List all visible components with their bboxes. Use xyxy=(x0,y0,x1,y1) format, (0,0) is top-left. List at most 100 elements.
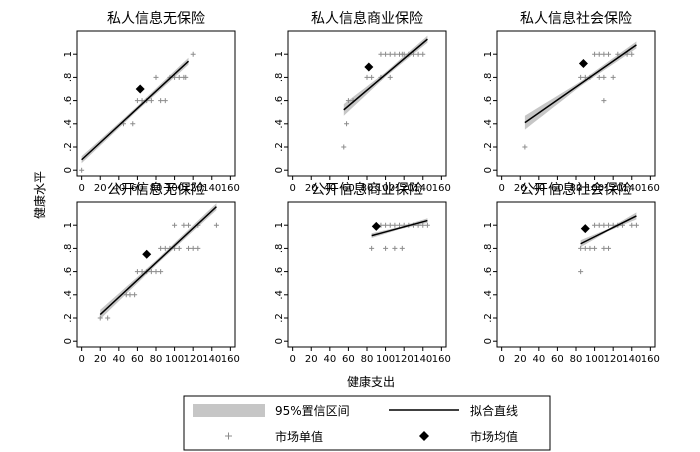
y-tick-label: .8 xyxy=(274,73,285,83)
x-tick-label: 140 xyxy=(202,354,221,365)
market-point xyxy=(624,51,630,57)
x-tick-label: 60 xyxy=(551,183,564,194)
panel-3: 私人信息社会保险 0 .2 .4 .6 .8 1 0 20 40 60 80 100 120 140 160 xyxy=(483,10,660,194)
market-point xyxy=(601,74,607,80)
fit-line xyxy=(524,44,637,124)
market-point xyxy=(629,222,635,228)
x-tick-label: 140 xyxy=(413,354,432,365)
market-point xyxy=(105,315,111,321)
x-tick-label: 140 xyxy=(202,183,221,194)
market-point xyxy=(148,98,154,104)
y-tick-label: .4 xyxy=(483,119,494,129)
market-point xyxy=(172,245,178,251)
market-point xyxy=(127,292,133,298)
market-point xyxy=(610,74,616,80)
panel-1: 私人信息无保险 0 .2 .4 .6 .8 1 0 20 40 60 80 100 120 140 160 xyxy=(63,10,240,194)
x-tick-label: 140 xyxy=(622,354,641,365)
y-tick-label: 1 xyxy=(483,51,494,57)
x-tick-label: 120 xyxy=(604,183,623,194)
market-point xyxy=(158,269,164,275)
market-point xyxy=(158,98,164,104)
x-tick-label: 60 xyxy=(131,183,144,194)
market-point xyxy=(578,269,584,275)
market-point xyxy=(195,245,201,251)
market-point xyxy=(387,222,393,228)
legend-mean-swatch xyxy=(419,431,429,441)
market-point xyxy=(158,245,164,251)
market-point xyxy=(522,144,528,150)
y-tick-label: .4 xyxy=(63,290,74,300)
market-point xyxy=(364,74,370,80)
x-tick-label: 80 xyxy=(361,183,374,194)
y-tick-label: 1 xyxy=(63,222,74,228)
y-tick-label: 0 xyxy=(483,338,494,344)
market-point xyxy=(410,51,416,57)
market-point xyxy=(172,74,178,80)
market-point xyxy=(213,222,219,228)
y-tick-label: 0 xyxy=(274,338,285,344)
market-point xyxy=(387,51,393,57)
y-tick-label: 0 xyxy=(63,338,74,344)
x-tick-label: 140 xyxy=(622,183,641,194)
x-tick-label: 20 xyxy=(94,183,107,194)
market-point xyxy=(153,74,159,80)
market-point xyxy=(153,269,159,275)
x-tick-label: 40 xyxy=(112,183,125,194)
y-tick-label: 0 xyxy=(483,167,494,173)
market-point xyxy=(369,74,375,80)
y-tick-label: .4 xyxy=(274,290,285,300)
panel-title: 公开信息商业保险 xyxy=(311,181,423,198)
fit-line xyxy=(580,215,637,245)
panel-title: 公开信息社会保险 xyxy=(520,181,632,198)
market-mean xyxy=(135,84,145,94)
market-point xyxy=(176,74,182,80)
x-tick-label: 80 xyxy=(150,354,163,365)
x-tick-label: 20 xyxy=(94,354,107,365)
y-tick-label: 1 xyxy=(274,222,285,228)
x-tick-label: 20 xyxy=(514,354,527,365)
fit-line xyxy=(81,60,190,161)
market-point xyxy=(424,222,430,228)
plot-frame xyxy=(76,30,236,177)
market-point xyxy=(401,51,407,57)
market-point xyxy=(345,98,351,104)
x-tick-label: 160 xyxy=(432,183,451,194)
x-tick-label: 80 xyxy=(570,183,583,194)
market-point xyxy=(615,51,621,57)
market-point xyxy=(383,51,389,57)
market-point xyxy=(79,167,85,173)
x-tick-label: 160 xyxy=(641,183,660,194)
x-tick-label: 20 xyxy=(305,183,318,194)
market-point xyxy=(592,222,598,228)
market-point xyxy=(148,269,154,275)
x-tick-label: 80 xyxy=(570,354,583,365)
y-tick-label: 1 xyxy=(483,222,494,228)
y-tick-label: .8 xyxy=(483,244,494,254)
market-point xyxy=(130,121,136,127)
market-point xyxy=(134,269,140,275)
market-point xyxy=(578,245,584,251)
x-tick-label: 20 xyxy=(305,354,318,365)
x-tick-label: 40 xyxy=(112,354,125,365)
market-point xyxy=(162,245,168,251)
panel-title: 公开信息无保险 xyxy=(107,181,205,198)
market-point xyxy=(139,269,145,275)
y-tick-label: .8 xyxy=(63,73,74,83)
x-tick-label: 40 xyxy=(532,183,545,194)
x-tick-label: 160 xyxy=(221,183,240,194)
legend-market-swatch xyxy=(225,432,232,440)
y-tick-label: 1 xyxy=(274,51,285,57)
panel-title: 私人信息社会保险 xyxy=(520,10,632,27)
x-tick-label: 120 xyxy=(395,183,414,194)
market-point xyxy=(181,222,187,228)
panel-2: 私人信息商业保险 0 .2 .4 .6 .8 1 0 20 40 60 80 100 120 140 160 xyxy=(274,10,451,194)
fit-line xyxy=(371,219,428,237)
market-point xyxy=(592,51,598,57)
market-point xyxy=(596,74,602,80)
y-tick-label: .2 xyxy=(274,142,285,152)
market-point xyxy=(592,245,598,251)
